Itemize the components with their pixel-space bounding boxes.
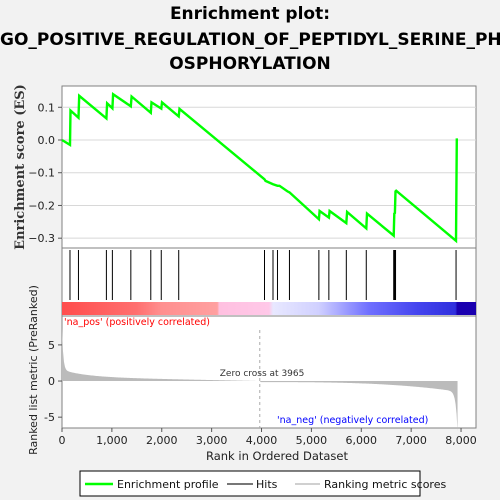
title-line-1: Enrichment plot: — [169, 4, 331, 24]
es-y-tick-label: −0.1 — [28, 167, 55, 180]
legend: Enrichment profile Hits Ranking metric s… — [79, 470, 446, 497]
rank-color-bar — [62, 302, 476, 315]
es-y-tick-label: −0.3 — [28, 232, 55, 245]
metric-y-axis-label: Ranked list metric (PreRanked) — [27, 285, 40, 455]
x-tick-label: 4,000 — [246, 434, 278, 447]
es-y-tick-label: 0.1 — [38, 101, 56, 114]
negative-correlation-label: 'na_neg' (negatively correlated) — [277, 415, 428, 426]
title-line-3: OSPHORYLATION — [169, 54, 331, 74]
enrichment-profile-line — [61, 91, 458, 244]
x-tick-label: 7,000 — [395, 434, 427, 447]
x-tick-label: 3,000 — [196, 434, 228, 447]
x-axis-ticks: 0 1,000 2,000 3,000 4,000 5,000 6,000 7,000 8,00… — [59, 428, 477, 447]
legend-metric-label: Ranking metric scores — [324, 478, 446, 491]
legend-es-label: Enrichment profile — [117, 478, 219, 491]
metric-y-tick-label: 5 — [48, 339, 55, 352]
es-y-tick-label: 0.0 — [38, 134, 56, 147]
x-tick-label: 8,000 — [445, 434, 477, 447]
metric-y-tick-label: -5 — [44, 411, 55, 424]
positive-correlation-label: 'na_pos' (positively correlated) — [64, 317, 210, 328]
legend-hits-label: Hits — [256, 478, 278, 491]
hit-markers — [69, 250, 457, 300]
es-y-tick-label: −0.2 — [28, 199, 55, 212]
title-line-2: GO_POSITIVE_REGULATION_OF_PEPTIDYL_SERIN… — [0, 30, 500, 50]
ranking-metric-area — [62, 327, 458, 432]
es-panel — [61, 85, 477, 249]
metric-y-tick-label: 0 — [48, 375, 55, 388]
es-y-axis-label: Enrichment score (ES) — [13, 84, 28, 250]
x-tick-label: 2,000 — [146, 434, 178, 447]
zero-cross-label: Zero cross at 3965 — [220, 369, 305, 379]
x-tick-label: 1,000 — [96, 434, 128, 447]
x-tick-label: 6,000 — [346, 434, 378, 447]
x-tick-label: 0 — [59, 434, 66, 447]
x-axis-label: Rank in Ordered Dataset — [206, 449, 349, 463]
metric-y-ticks: 5 0 -5 — [44, 339, 62, 424]
es-y-ticks: 0.1 0.0 −0.1 −0.2 −0.3 — [28, 101, 62, 245]
x-tick-label: 5,000 — [296, 434, 328, 447]
